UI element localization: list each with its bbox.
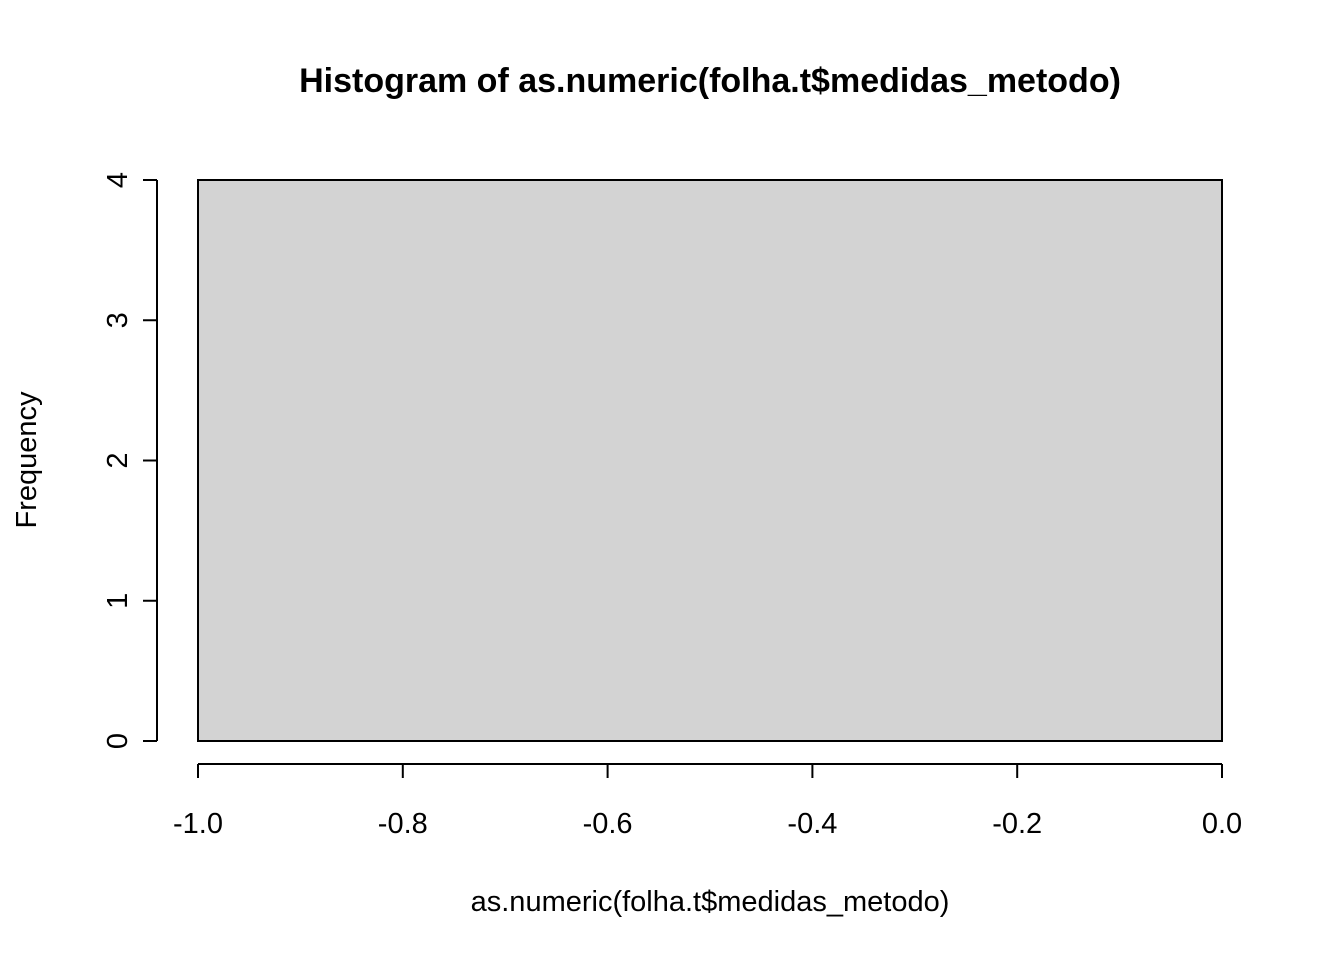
x-axis-label: as.numeric(folha.t$medidas_metodo) — [471, 886, 950, 918]
x-tick-label: 0.0 — [1202, 808, 1242, 840]
x-tick-label: -1.0 — [173, 808, 223, 840]
chart-title: Histogram of as.numeric(folha.t$medidas_… — [299, 62, 1121, 100]
x-tick-label: -0.2 — [992, 808, 1042, 840]
histogram-bar-0 — [197, 179, 1223, 742]
y-tick-label: 4 — [102, 172, 134, 188]
x-axis: -1.0 -0.8 -0.6 -0.4 -0.2 0.0 — [173, 763, 1242, 840]
y-axis-label: Frequency — [11, 391, 43, 529]
y-tick-label: 2 — [102, 452, 134, 468]
y-tick-label: 0 — [102, 733, 134, 749]
y-axis: 0 1 2 3 4 — [102, 172, 158, 749]
x-tick-label: -0.6 — [583, 808, 633, 840]
x-tick-label: -0.4 — [787, 808, 837, 840]
y-tick-label: 3 — [102, 312, 134, 328]
bars-group — [197, 179, 1223, 742]
x-tick-label: -0.8 — [378, 808, 428, 840]
y-tick-label: 1 — [102, 593, 134, 609]
